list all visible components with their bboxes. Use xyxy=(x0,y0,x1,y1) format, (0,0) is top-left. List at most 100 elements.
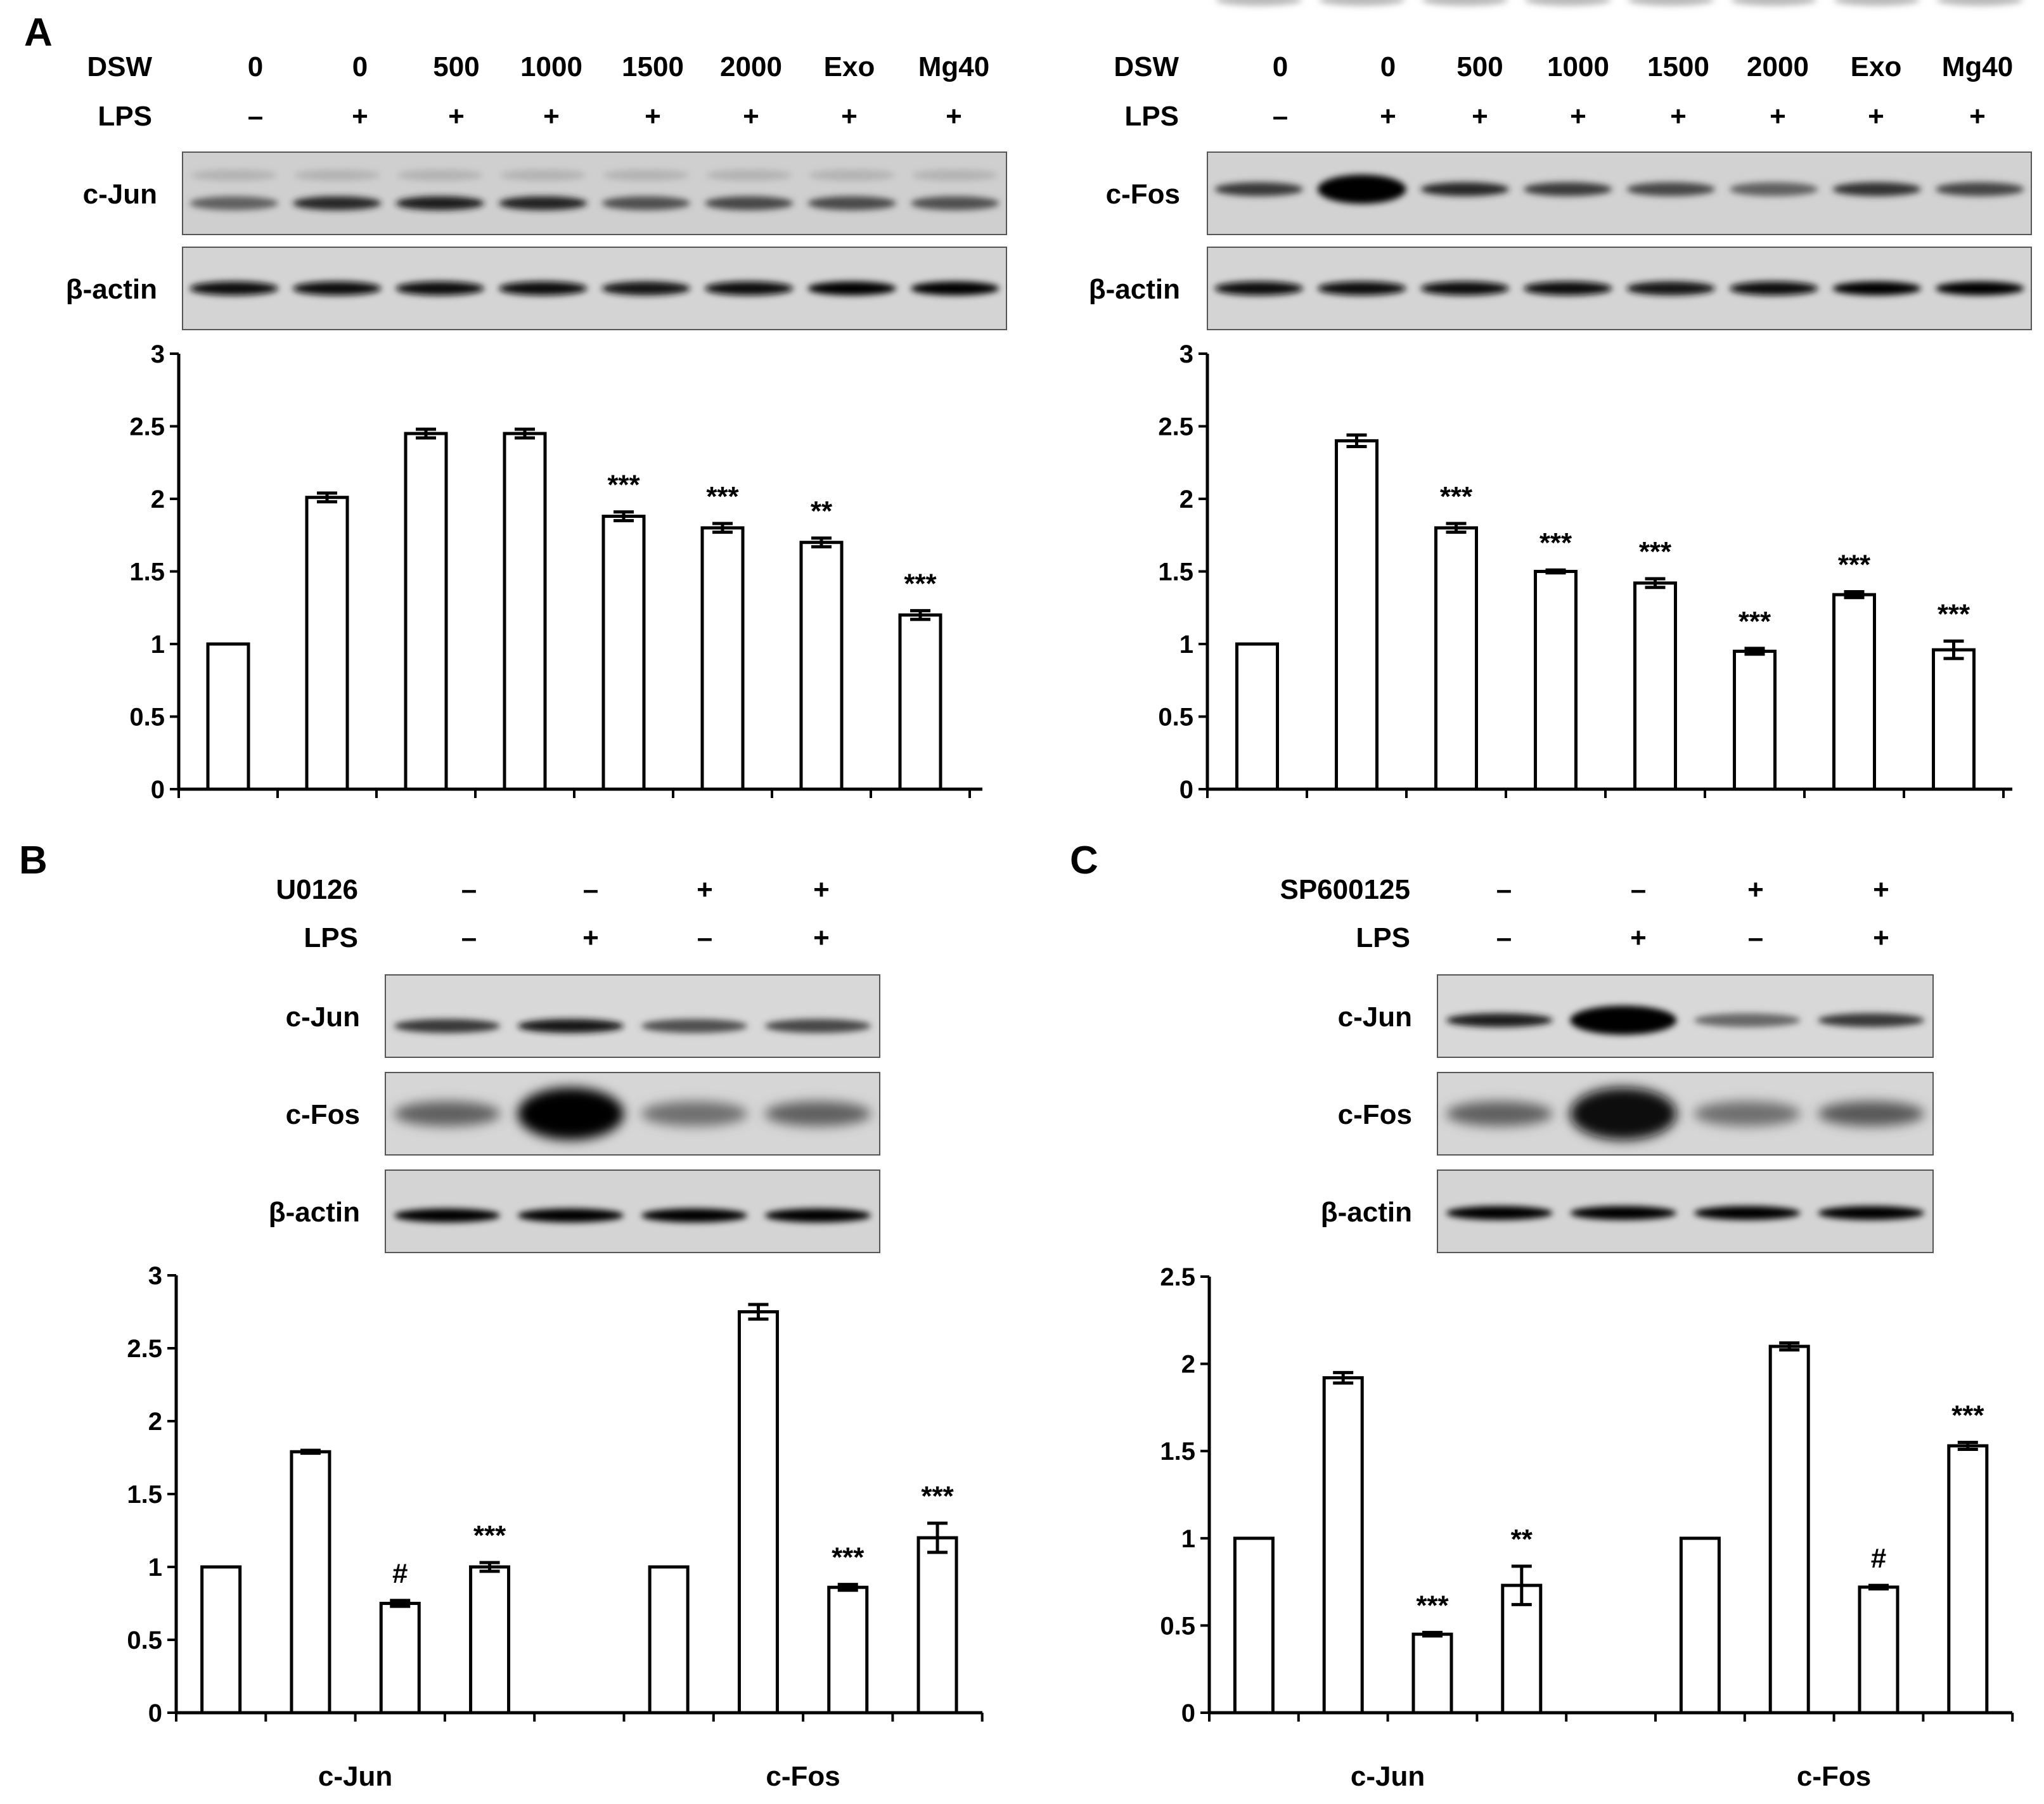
header-value-dsw-7: Mg40 xyxy=(918,51,989,82)
header-value-dsw-3: 1000 xyxy=(520,51,582,82)
blot-band xyxy=(1570,1087,1677,1140)
header-label-dsw: DSW xyxy=(1114,51,1179,82)
blot-band xyxy=(764,1208,871,1223)
bar xyxy=(1434,526,1478,791)
significance-stars: *** xyxy=(1440,481,1473,512)
significance-stars: *** xyxy=(1838,550,1871,581)
blot-strip-beta-actin xyxy=(1437,1169,1934,1253)
blot-band xyxy=(601,196,691,210)
blot-band xyxy=(704,281,794,295)
chart-c-sp600125: SP600125 – – + + LPS – + – + c-Jun c-Fos β-actin 0 0.5… xyxy=(1160,874,2014,1792)
header-value-dsw-6: Exo xyxy=(1851,51,1902,82)
significance-stars: *** xyxy=(1416,1590,1449,1621)
significance-stars: *** xyxy=(473,1520,506,1551)
header-value-lps-2: – xyxy=(1748,922,1763,953)
y-tick-label: 1.5 xyxy=(1158,558,1193,586)
header-value-dsw-5: 2000 xyxy=(720,51,782,82)
header-value-sp600125-1: – xyxy=(1631,874,1646,905)
blot-band xyxy=(517,1019,624,1033)
y-tick-label: 2 xyxy=(1179,486,1193,513)
blot-band xyxy=(1420,182,1510,197)
header-value-lps-7: + xyxy=(1969,101,1986,132)
bar xyxy=(1768,1344,1810,1715)
blot-band-upper xyxy=(499,169,586,181)
y-tick-label: 2 xyxy=(148,1408,162,1436)
header-value-u0126-3: + xyxy=(813,874,830,905)
blot-label-beta-actin: β-actin xyxy=(269,1197,360,1228)
blot-band xyxy=(910,281,1000,295)
blot-band xyxy=(395,281,485,295)
header-value-lps-2: + xyxy=(1472,101,1488,132)
blot-band xyxy=(1694,1013,1801,1028)
bar xyxy=(916,1536,958,1715)
bar xyxy=(648,1565,690,1715)
header-value-dsw-3: 1000 xyxy=(1547,51,1609,82)
header-value-lps-2: – xyxy=(697,922,712,953)
significance-stars: *** xyxy=(904,568,937,599)
blot-band xyxy=(1570,1005,1677,1035)
header-value-dsw-2: 500 xyxy=(433,51,479,82)
blot-band xyxy=(1626,182,1716,197)
blot-band xyxy=(807,196,897,210)
group-label-c-jun: c-Jun xyxy=(318,1761,392,1792)
blot-band xyxy=(394,1101,501,1126)
blot-band xyxy=(1214,281,1304,295)
header-value-dsw-4: 1500 xyxy=(1647,51,1709,82)
header-value-dsw-6: Exo xyxy=(824,51,875,82)
y-tick-label: 1 xyxy=(1179,631,1193,659)
header-value-dsw-1: 0 xyxy=(1380,51,1396,82)
blot-label-c-fos: c-Fos xyxy=(286,1099,360,1130)
header-value-dsw-2: 500 xyxy=(1456,51,1503,82)
blot-band xyxy=(641,1101,748,1126)
y-tick-label: 0 xyxy=(148,1699,162,1727)
bar xyxy=(601,514,646,791)
group-label-c-fos: c-Fos xyxy=(1797,1761,1871,1792)
header-value-lps-0: – xyxy=(461,922,477,953)
blot-band xyxy=(1935,281,2024,295)
blot-band xyxy=(1818,1101,1925,1126)
hash-annotation: # xyxy=(392,1558,408,1589)
header-value-sp600125-3: + xyxy=(1873,874,1889,905)
chart-a-c-fos: DSW 0 0 500 1000 1500 2000 Exo Mg40 LPS – + + + + + + + c-… xyxy=(1089,0,2032,804)
blot-band-upper xyxy=(1730,0,1817,6)
blot-band-upper xyxy=(293,169,380,181)
blot-background-c-jun xyxy=(385,974,880,1058)
header-value-lps-0: – xyxy=(1273,101,1288,132)
panel-letter-b: B xyxy=(19,839,48,882)
blot-band xyxy=(394,1019,501,1033)
header-value-lps-6: + xyxy=(1868,101,1884,132)
significance-stars: *** xyxy=(1639,536,1672,567)
blot-label-c-fos: c-Fos xyxy=(1338,1099,1412,1130)
panel-letter-c: C xyxy=(1070,839,1098,882)
blot-strip-beta-actin xyxy=(182,247,1007,330)
bar xyxy=(305,496,349,791)
blot-label-c-jun: c-Jun xyxy=(286,1002,360,1033)
bar xyxy=(404,432,448,791)
bar xyxy=(1679,1537,1721,1715)
blot-band xyxy=(807,281,897,295)
blot-strip-c-jun xyxy=(385,974,880,1058)
blot-band xyxy=(292,196,382,210)
blot-band-upper xyxy=(1318,0,1405,6)
bar xyxy=(737,1310,779,1715)
blot-label-beta-actin: β-actin xyxy=(66,274,157,305)
blot-band-upper xyxy=(1422,0,1508,6)
y-tick-label: 3 xyxy=(148,1262,162,1290)
header-value-lps-7: + xyxy=(946,101,962,132)
blot-label-beta-actin: β-actin xyxy=(1321,1197,1412,1228)
blot-label-c-jun: c-Jun xyxy=(83,179,157,210)
y-tick-label: 1 xyxy=(151,631,165,659)
bar xyxy=(898,613,942,791)
bar xyxy=(1832,593,1876,791)
bar xyxy=(200,1565,242,1715)
blot-band xyxy=(1818,1206,1925,1220)
blot-strip-c-jun xyxy=(1437,974,1934,1058)
y-tick-label: 1.5 xyxy=(127,1481,162,1509)
blot-band xyxy=(498,196,588,210)
blot-strip-c-fos xyxy=(1437,1072,1934,1156)
blot-label-c-jun: c-Jun xyxy=(1338,1002,1412,1033)
blot-band-upper xyxy=(1524,0,1611,6)
significance-stars: *** xyxy=(1539,527,1572,558)
blot-label-beta-actin: β-actin xyxy=(1089,274,1180,305)
chart-b-u0126: U0126 – – + + LPS – + – + c-Jun c-Fos β-actin 0 0.5 1 1.… xyxy=(127,874,984,1792)
